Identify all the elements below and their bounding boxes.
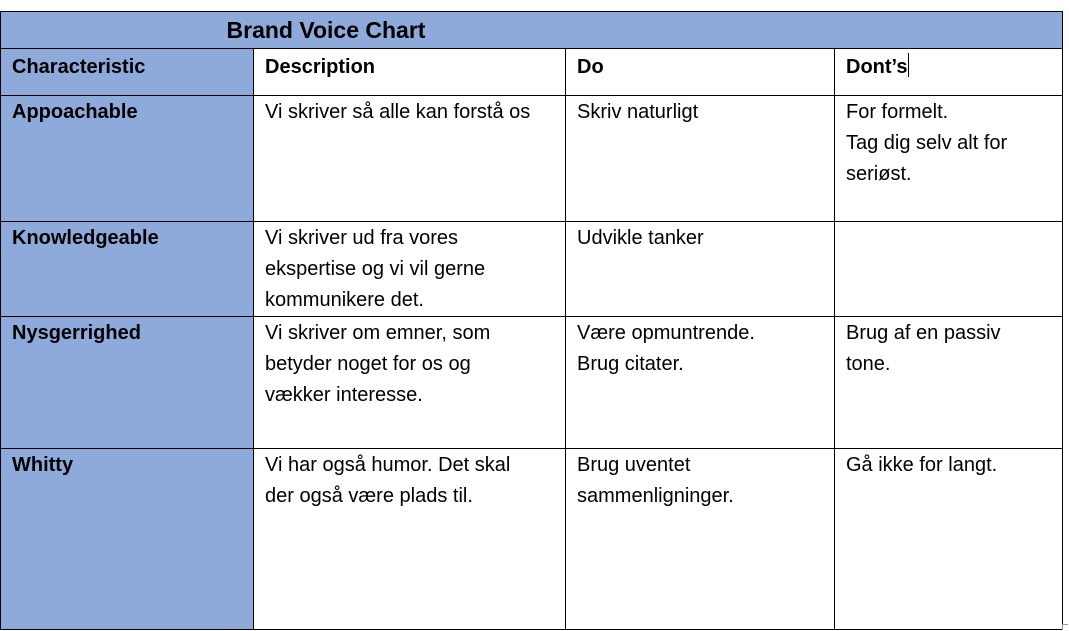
do-text: Brug uventet sammenligninger. — [566, 449, 834, 512]
header-description: Description — [265, 56, 376, 78]
do-cell[interactable]: Være opmuntrende. Brug citater. — [565, 316, 835, 449]
characteristic-cell[interactable]: Whitty — [0, 448, 254, 630]
characteristic-text: Nysgerrighed — [12, 322, 141, 344]
text-cursor — [908, 53, 910, 77]
header-do-cell[interactable]: Do — [565, 48, 835, 96]
description-text: Vi skriver om emner, som betyder noget fo… — [254, 317, 565, 411]
do-line: Skriv naturligt — [577, 101, 699, 123]
donts-text: Brug af en passiv tone. — [835, 317, 1062, 380]
donts-text: Gå ikke for langt. — [835, 449, 1062, 481]
donts-cell[interactable]: Gå ikke for langt. — [834, 448, 1063, 630]
do-line: Være opmuntrende. — [577, 322, 755, 344]
table-row: Whitty Vi har også humor. Det skal der ogs… — [0, 448, 1063, 630]
donts-line: Gå ikke for langt. — [846, 454, 998, 476]
donts-cell[interactable] — [834, 221, 1063, 317]
donts-text: For formelt. Tag dig selv alt for seriøst. — [835, 96, 1062, 190]
description-cell[interactable]: Vi skriver ud fra vores ekspertise og vi … — [253, 221, 566, 317]
donts-text — [835, 222, 1062, 223]
donts-line: Brug af en passiv — [846, 322, 1001, 344]
description-line: Vi skriver så alle kan forstå os — [265, 101, 531, 123]
description-line: Vi skriver ud fra vores — [265, 227, 459, 249]
header-donts-wrap: Dont’s — [835, 49, 1062, 83]
description-cell[interactable]: Vi skriver så alle kan forstå os — [253, 95, 566, 222]
description-text: Vi har også humor. Det skal der også være… — [254, 449, 565, 512]
do-line: Brug citater. — [577, 353, 684, 375]
do-text: Udvikle tanker — [566, 222, 834, 254]
do-text: Være opmuntrende. Brug citater. — [566, 317, 834, 380]
description-text: Vi skriver ud fra vores ekspertise og vi … — [254, 222, 565, 316]
characteristic-cell[interactable]: Appoachable — [0, 95, 254, 222]
do-cell[interactable]: Brug uventet sammenligninger. — [565, 448, 835, 630]
description-line: kommunikere det. — [265, 289, 424, 311]
characteristic-cell[interactable]: Nysgerrighed — [0, 316, 254, 449]
characteristic-cell[interactable]: Knowledgeable — [0, 221, 254, 317]
table-body: Appoachable Vi skriver så alle kan forstå… — [0, 95, 1063, 630]
characteristic-text: Appoachable — [12, 101, 138, 123]
header-donts: Dont’s — [846, 56, 908, 78]
brand-voice-table: Brand Voice Chart Characteristic Descrip… — [0, 11, 1063, 630]
do-line: sammenligninger. — [577, 485, 734, 507]
donts-line: Tag dig selv alt for — [846, 132, 1008, 154]
do-text: Skriv naturligt — [566, 96, 834, 128]
header-description-cell[interactable]: Description — [253, 48, 566, 96]
description-text: Vi skriver så alle kan forstå os — [254, 96, 565, 128]
title-row: Brand Voice Chart — [0, 11, 1063, 49]
do-cell[interactable]: Udvikle tanker — [565, 221, 835, 317]
header-characteristic-cell[interactable]: Characteristic — [0, 48, 254, 96]
do-line: Udvikle tanker — [577, 227, 704, 249]
table-row: Nysgerrighed Vi skriver om emner, som bety… — [0, 316, 1063, 449]
characteristic-text: Knowledgeable — [12, 227, 159, 249]
page-corner-mark — [1062, 624, 1068, 630]
donts-line: tone. — [846, 353, 891, 375]
characteristic-text: Whitty — [12, 454, 74, 476]
description-cell[interactable]: Vi har også humor. Det skal der også være… — [253, 448, 566, 630]
title-cell[interactable]: Brand Voice Chart — [0, 11, 1063, 49]
description-line: ekspertise og vi vil gerne — [265, 258, 486, 280]
do-line: Brug uventet — [577, 454, 691, 476]
description-line: Vi har også humor. Det skal — [265, 454, 511, 476]
header-donts-cell[interactable]: Dont’s — [834, 48, 1063, 96]
donts-line: seriøst. — [846, 163, 912, 185]
description-line: vækker interesse. — [265, 384, 423, 406]
description-line: Vi skriver om emner, som — [265, 322, 491, 344]
donts-line: For formelt. — [846, 101, 949, 123]
header-row: Characteristic Description Do Dont’s — [0, 48, 1063, 96]
description-cell[interactable]: Vi skriver om emner, som betyder noget fo… — [253, 316, 566, 449]
do-cell[interactable]: Skriv naturligt — [565, 95, 835, 222]
description-line: der også være plads til. — [265, 485, 473, 507]
description-line: betyder noget for os og — [265, 353, 471, 375]
table-row: Knowledgeable Vi skriver ud fra vores eksp… — [0, 221, 1063, 317]
header-characteristic: Characteristic — [12, 56, 146, 78]
header-do: Do — [577, 56, 604, 78]
table-row: Appoachable Vi skriver så alle kan forstå… — [0, 95, 1063, 222]
table-title: Brand Voice Chart — [226, 17, 426, 43]
donts-cell[interactable]: Brug af en passiv tone. — [834, 316, 1063, 449]
donts-cell[interactable]: For formelt. Tag dig selv alt for seriøst. — [834, 95, 1063, 222]
